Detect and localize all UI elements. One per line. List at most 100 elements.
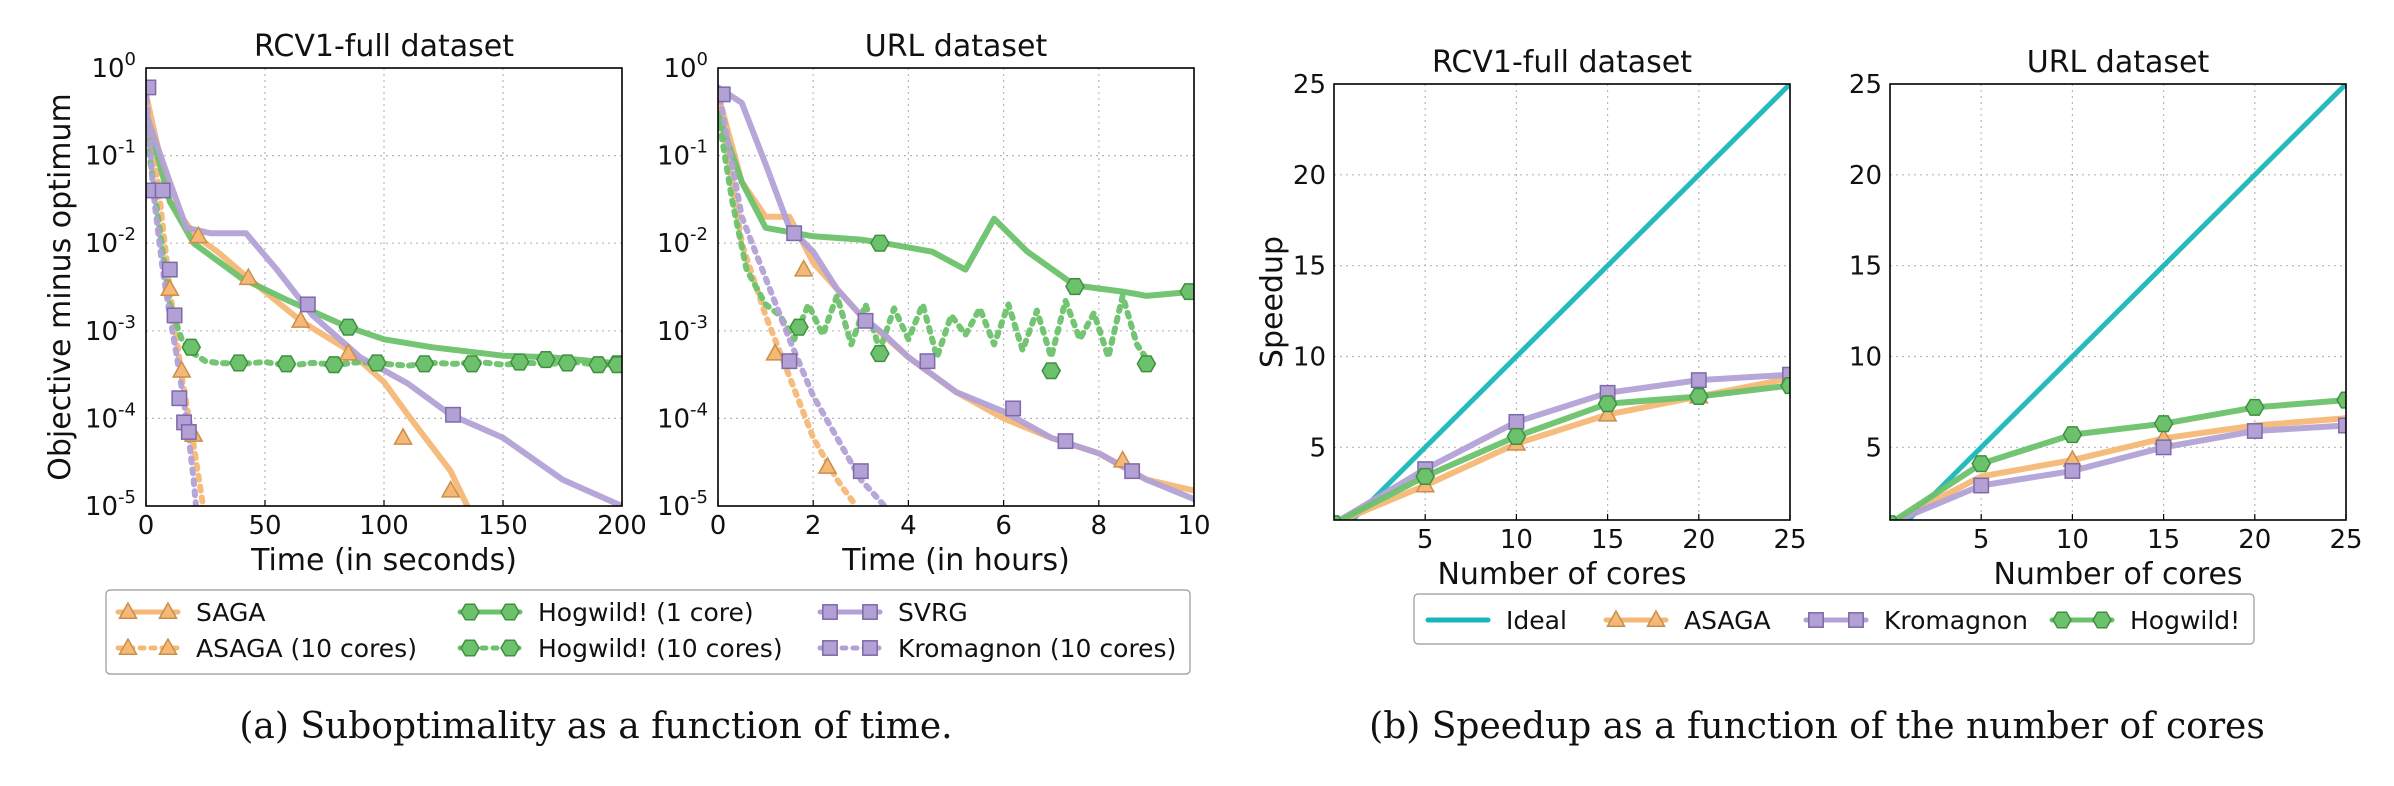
data-point (857, 312, 874, 329)
data-point (557, 354, 578, 372)
series-line-ideal (1904, 84, 2346, 520)
legend-label: SAGA (196, 598, 265, 627)
legend-label: ASAGA (1684, 606, 1771, 635)
triangle-marker (158, 601, 178, 620)
y-tick-label: 15 (1293, 252, 1326, 282)
hexagon-marker (1415, 467, 1436, 485)
y-tick-label: 10-1 (657, 137, 708, 172)
x-tick-label: 5 (1417, 525, 1434, 555)
square-marker (445, 406, 461, 423)
hexagon-marker (1065, 278, 1085, 296)
data-point (276, 355, 297, 373)
hexagon-marker (2244, 398, 2265, 416)
y-tick-label: 10-4 (657, 399, 708, 434)
legend-item: ASAGA (1603, 606, 1771, 635)
y-tick-label: 100 (663, 49, 708, 84)
data-point (290, 310, 311, 328)
y-tick-exponent: -1 (118, 137, 136, 158)
square-marker (718, 86, 731, 103)
x-tick-label: 5 (1973, 525, 1990, 555)
x-axis-label: Time (in seconds) (250, 543, 517, 578)
legend-label: SVRG (898, 598, 968, 627)
hexagon-marker (2336, 391, 2346, 409)
hexagon-marker (366, 354, 387, 372)
chart-title: RCV1-full dataset (1432, 45, 1692, 80)
data-point (1179, 283, 1194, 301)
hexagon-marker (1506, 427, 1527, 445)
series-group (146, 79, 622, 506)
data-point (2153, 415, 2174, 433)
series-group (718, 84, 1194, 506)
hexagon-marker (557, 354, 578, 372)
data-point (299, 296, 316, 313)
series-line-svrg (718, 84, 888, 506)
hexagon-marker (869, 234, 890, 252)
hexagon-marker (1179, 283, 1194, 301)
series-line-svrg (146, 84, 199, 506)
y-tick-base: 10 (91, 54, 124, 84)
data-point (1005, 400, 1022, 417)
square-marker (857, 312, 874, 329)
data-point (366, 354, 387, 372)
hexagon-marker (1971, 455, 1992, 473)
y-tick-base: 10 (85, 404, 118, 434)
data-point (181, 338, 202, 356)
hexagon-marker (588, 356, 609, 374)
data-point (718, 86, 731, 103)
data-point (588, 356, 609, 374)
triangle-marker (338, 343, 359, 361)
data-point (1334, 515, 1342, 520)
square-marker (862, 604, 878, 620)
y-tick-exponent: -4 (118, 399, 136, 420)
legend-item: Hogwild! (2049, 606, 2240, 635)
square-marker (1690, 372, 1707, 389)
triangle-marker (1646, 609, 1666, 628)
legend: SAGA ASAGA (10 cores) Hogwild! (1 core) Hog… (105, 589, 1191, 675)
hexagon-marker (462, 355, 482, 373)
data-point (462, 355, 482, 373)
hexagon-marker (869, 345, 890, 363)
data-point (793, 259, 814, 277)
triangle-marker (159, 278, 180, 297)
legend-item: Hogwild! (1 core) (457, 598, 754, 627)
data-point (2244, 398, 2265, 416)
data-point (1780, 377, 1790, 395)
data-point (1415, 467, 1436, 485)
square-marker (1808, 612, 1824, 628)
hexagon-marker (1041, 362, 1062, 380)
series-line-svrg (146, 110, 622, 506)
caption-a: (a) Suboptimality as a function of time. (239, 706, 952, 747)
plot-frame (717, 67, 1195, 507)
legend-item: SVRG (817, 598, 968, 627)
hexagon-marker (414, 355, 435, 373)
chart-panel-a1: 0 50 100 150 20010010-110-210-310-410-5RCV1-… (43, 29, 647, 578)
data-point (1971, 455, 1992, 473)
y-tick-label: 20 (1849, 161, 1882, 191)
data-point (154, 182, 171, 199)
series-line-hogwild (1890, 397, 2346, 520)
x-tick-label: 4 (900, 511, 917, 541)
legends-layer: SAGA ASAGA (10 cores) Hogwild! (1 core) Hog… (105, 589, 2255, 675)
hexagon-marker (324, 356, 344, 374)
legend-item: SAGA (115, 598, 265, 627)
x-tick-label: 20 (1682, 525, 1715, 555)
x-tick-label: 0 (138, 511, 155, 541)
square-marker (166, 307, 183, 324)
legend-label: Hogwild! (2130, 606, 2240, 635)
caption-b: (b) Speedup as a function of the number … (1369, 706, 2265, 747)
x-tick-label: 100 (359, 511, 409, 541)
y-tick-label: 10 (1293, 343, 1326, 373)
hexagon-marker (276, 355, 297, 373)
plot-frame (1333, 83, 1791, 521)
square-marker (180, 424, 197, 440)
y-axis-label: Objective minus optimum (43, 93, 78, 481)
square-marker (1973, 477, 1990, 494)
square-marker (1057, 433, 1074, 450)
y-tick-base: 10 (663, 54, 696, 84)
x-tick-label: 10 (2056, 525, 2089, 555)
y-tick-label: 10-2 (85, 224, 136, 259)
data-point (2064, 463, 2081, 479)
triangle-marker (765, 343, 785, 361)
square-marker (161, 261, 178, 278)
data-point (1782, 366, 1790, 383)
